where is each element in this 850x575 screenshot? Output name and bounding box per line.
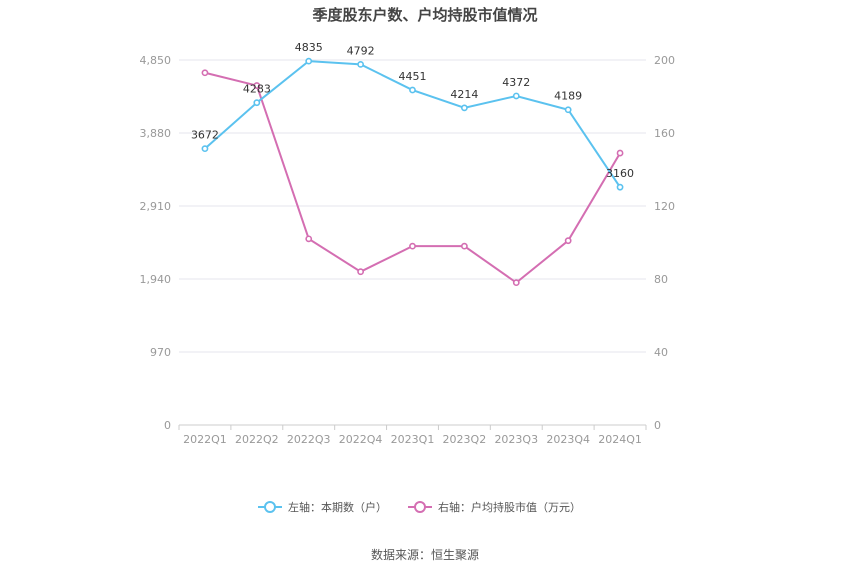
right-tick-label: 200: [654, 54, 675, 67]
left-tick-label: 0: [164, 419, 171, 432]
data-label: 4214: [450, 88, 478, 101]
data-point: [564, 237, 572, 245]
data-point: [201, 145, 209, 153]
right-tick-label: 40: [654, 346, 668, 359]
data-label: 4372: [502, 76, 530, 89]
data-point: [616, 149, 624, 157]
legend-marker: [264, 501, 276, 513]
x-tick-label: 2023Q4: [546, 433, 590, 446]
x-tick-label: 2023Q1: [391, 433, 435, 446]
left-tick-label: 970: [150, 346, 171, 359]
data-label: 4451: [399, 70, 427, 83]
data-point: [253, 99, 261, 107]
x-tick-label: 2022Q2: [235, 433, 279, 446]
right-axis-ticks: 0 40 80 120 160 200: [654, 54, 675, 432]
right-tick-label: 0: [654, 419, 661, 432]
data-point: [357, 268, 365, 276]
data-point: [201, 69, 209, 77]
data-label: 4792: [347, 44, 375, 57]
data-point: [512, 279, 520, 287]
series-line: [204, 71, 621, 284]
x-axis: [178, 424, 647, 430]
x-tick-label: 2022Q4: [339, 433, 383, 446]
data-point: [460, 242, 468, 250]
right-tick-label: 80: [654, 273, 668, 286]
left-tick-label: 3,880: [140, 127, 172, 140]
x-axis-ticks: 2022Q1 2022Q2 2022Q3 2022Q4 2023Q1 2023Q2 2023…: [183, 433, 642, 446]
data-point: [512, 92, 520, 100]
data-label: 4283: [243, 83, 271, 96]
series-right: [201, 69, 624, 287]
x-tick-label: 2024Q1: [598, 433, 642, 446]
data-point: [357, 60, 365, 68]
legend-marker: [414, 501, 426, 513]
x-tick-label: 2023Q3: [494, 433, 538, 446]
chart-title: 季度股东户数、户均持股市值情况: [312, 6, 538, 24]
data-point: [305, 235, 313, 243]
data-label: 3672: [191, 129, 219, 142]
legend: 左轴：本期数（户） 右轴：户均持股市值（万元）: [258, 500, 581, 514]
right-tick-label: 160: [654, 127, 675, 140]
data-point: [253, 82, 261, 89]
data-label: 3160: [606, 167, 634, 180]
right-tick-label: 120: [654, 200, 675, 213]
left-tick-label: 1,940: [140, 273, 172, 286]
data-point: [409, 242, 416, 250]
grid-lines: [179, 59, 646, 353]
legend-label: 右轴：户均持股市值（万元）: [438, 500, 581, 514]
legend-label: 左轴：本期数（户）: [288, 500, 387, 514]
left-tick-label: 4,850: [140, 54, 172, 67]
data-point: [305, 57, 313, 65]
data-label: 4835: [295, 41, 323, 54]
left-axis-ticks: 0 970 1,940 2,910 3,880 4,850: [140, 54, 172, 432]
x-tick-label: 2022Q1: [183, 433, 227, 446]
data-source: 数据来源：恒生聚源: [370, 548, 479, 562]
data-point: [616, 183, 624, 191]
x-tick-label: 2022Q3: [287, 433, 331, 446]
data-point: [564, 106, 572, 114]
data-label: 4189: [554, 90, 582, 103]
data-point: [409, 86, 416, 94]
x-tick-label: 2023Q2: [443, 433, 487, 446]
data-point: [460, 104, 468, 112]
left-tick-label: 2,910: [140, 200, 172, 213]
series-left: 3672 4283 4835 4792 4451 4214 4372 4189 3160: [191, 41, 634, 191]
